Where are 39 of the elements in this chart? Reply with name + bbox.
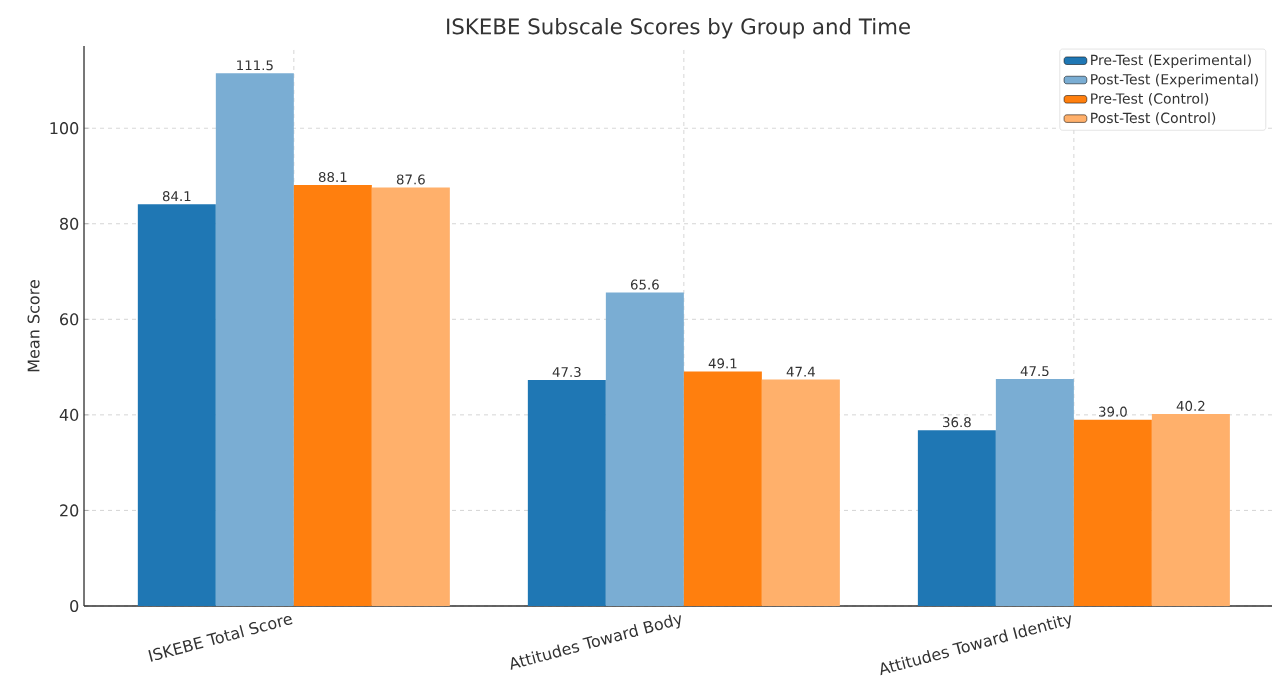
bar: [605, 292, 684, 606]
data-label: 84.1: [162, 191, 191, 202]
y-tick-label: 40: [59, 408, 79, 421]
bar: [1073, 419, 1152, 606]
bar: [293, 185, 372, 606]
legend-label: Post-Test (Experimental): [1091, 73, 1258, 88]
data-label: 39.0: [1099, 406, 1127, 417]
data-label: 65.6: [630, 279, 659, 290]
data-label: 49.1: [708, 358, 737, 369]
x-tick-label: Attitudes Toward Identity: [880, 615, 1071, 676]
y-tick-label: 80: [60, 217, 79, 230]
bar: [1151, 413, 1230, 606]
data-label: 88.1: [318, 172, 347, 183]
x-tick-label: ISKEBE Total Score: [148, 615, 293, 662]
legend-label: Pre-Test (Control): [1091, 93, 1209, 106]
chart-title: ISKEBE Subscale Scores by Group and Time: [447, 17, 910, 39]
bar: [527, 379, 606, 606]
data-label: 47.4: [786, 366, 815, 377]
y-tick-label: 20: [60, 504, 79, 517]
y-tick-label: 100: [50, 122, 79, 135]
bar: [917, 430, 996, 606]
legend-label: Pre-Test (Experimental): [1091, 54, 1251, 68]
legend-label: Post-Test (Control): [1091, 112, 1216, 125]
x-tick-label: Attitudes Toward Body: [510, 614, 681, 670]
data-label: 87.6: [396, 174, 425, 185]
bar: [683, 371, 762, 606]
y-tick-label: 0: [70, 599, 79, 613]
y-axis-title: Mean Score: [27, 280, 40, 372]
data-label: 47.5: [1020, 366, 1049, 377]
bar: [215, 73, 294, 606]
data-label: 36.8: [943, 417, 971, 428]
bar: [761, 379, 840, 606]
bar: [371, 187, 450, 606]
data-label: 111.5: [237, 60, 273, 71]
bar: [995, 379, 1074, 606]
data-label: 47.3: [552, 366, 581, 378]
bar: [137, 204, 216, 606]
y-tick-label: 60: [60, 313, 79, 326]
data-label: 40.2: [1176, 400, 1205, 411]
